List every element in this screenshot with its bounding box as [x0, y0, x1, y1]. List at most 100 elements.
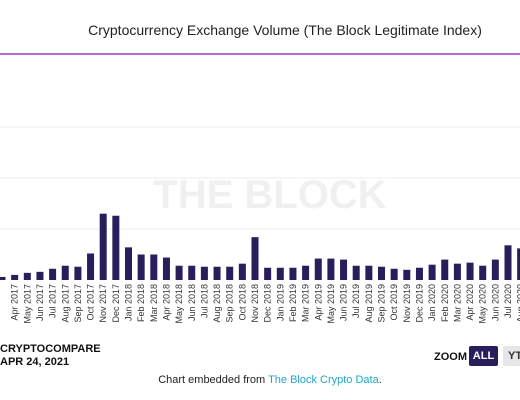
- bar-oct-2018: [238, 263, 246, 280]
- embed-suffix: .: [378, 374, 382, 386]
- x-tick-label: Nov 2018: [250, 284, 260, 323]
- x-tick-label: Jun 2017: [35, 284, 45, 321]
- bar-jan-2020: [428, 264, 436, 280]
- source-block: CRYPTOCOMPARE APR 24, 2021: [0, 343, 101, 369]
- bar-feb-2019: [289, 267, 297, 280]
- bar-jan-2019: [276, 267, 284, 280]
- x-tick-label: Jul 2019: [351, 284, 361, 318]
- zoom-label: ZOOM: [434, 351, 467, 363]
- x-tick-label: Oct 2017: [86, 284, 96, 321]
- source-date: APR 24, 2021: [0, 356, 70, 368]
- title-divider: [0, 53, 520, 55]
- x-tick-label: Aug 2020: [516, 284, 520, 323]
- bar-jul-2020: [504, 245, 512, 280]
- x-tick-label: Nov 2017: [98, 284, 108, 323]
- bar-jul-2018: [200, 266, 208, 280]
- x-tick-label: Nov 2019: [402, 284, 412, 323]
- x-tick-label: Dec 2018: [263, 284, 273, 323]
- watermark: THE BLOCK: [153, 173, 386, 217]
- x-tick-label: Apr 2020: [465, 284, 475, 321]
- bar-may-2018: [175, 265, 183, 280]
- x-tick-label: Sep 2018: [225, 284, 235, 323]
- x-tick-label: Aug 2019: [364, 284, 374, 323]
- x-tick-label: Feb 2018: [136, 284, 146, 322]
- bar-aug-2020: [517, 248, 520, 280]
- bar-may-2017: [23, 272, 31, 280]
- bar-jun-2020: [491, 259, 499, 280]
- bar-jun-2019: [340, 259, 348, 280]
- bar-dec-2017: [112, 215, 120, 280]
- bar-dec-2018: [264, 267, 272, 280]
- x-tick-label: Dec 2019: [414, 284, 424, 323]
- x-tick-label: Apr 2019: [313, 284, 323, 321]
- x-tick-label: May 2018: [174, 284, 184, 324]
- bar-jun-2018: [188, 265, 196, 280]
- x-tick-label: Mar 2018: [149, 284, 159, 322]
- x-tick-label: Feb 2020: [440, 284, 450, 322]
- x-tick-label: Sep 2017: [73, 284, 83, 323]
- bar-apr-2019: [314, 258, 322, 280]
- x-axis-ticks: Apr 2017 May 2017 Jun 2017 Jul 2017 Aug 2017…: [10, 284, 520, 324]
- embed-prefix: Chart embedded from: [158, 374, 269, 386]
- x-tick-label: Jan 2020: [427, 284, 437, 321]
- source-name: CRYPTOCOMPARE: [0, 343, 101, 355]
- x-tick-label: Jan 2018: [124, 284, 134, 321]
- x-tick-label: Jan 2019: [275, 284, 285, 321]
- x-tick-label: Aug 2017: [60, 284, 70, 323]
- bar-chart: THE BLOCK Apr 2017 May 2017 Jun 2017 Jul 20…: [0, 126, 520, 324]
- bar-nov-2018: [251, 237, 259, 280]
- bar-sep-2019: [378, 266, 385, 280]
- bar-feb-2018: [137, 254, 145, 280]
- embed-note: Chart embedded from The Block Crypto Dat…: [0, 374, 520, 386]
- bar-apr-2017: [11, 274, 19, 280]
- x-tick-label: Jun 2018: [187, 284, 197, 321]
- x-tick-label: Sep 2019: [377, 284, 387, 323]
- bar-feb-2020: [441, 259, 449, 280]
- x-tick-label: Jun 2019: [339, 284, 349, 321]
- chart-title: Cryptocurrency Exchange Volume (The Bloc…: [88, 22, 482, 38]
- x-tick-label: May 2017: [22, 284, 32, 324]
- x-tick-label: Apr 2018: [161, 284, 171, 321]
- bar-mar-2019: [302, 265, 310, 280]
- x-tick-label: Jul 2017: [48, 284, 58, 318]
- bar-aug-2018: [213, 266, 221, 280]
- bar-series: [0, 213, 520, 280]
- x-tick-label: May 2019: [326, 284, 336, 324]
- x-tick-label: Aug 2018: [212, 284, 222, 323]
- x-tick-label: Mar 2020: [452, 284, 462, 322]
- x-tick-label: Oct 2018: [237, 284, 247, 321]
- bar-dec-2019: [415, 267, 423, 280]
- bar-mar-2018: [150, 254, 158, 280]
- x-tick-label: Apr 2017: [10, 284, 20, 321]
- x-tick-label: May 2020: [478, 284, 488, 324]
- x-tick-label: Feb 2019: [288, 284, 298, 322]
- x-tick-label: Dec 2017: [111, 284, 121, 323]
- bar-aug-2017: [61, 265, 69, 280]
- bar-sep-2017: [74, 266, 82, 280]
- bar-apr-2020: [466, 262, 474, 280]
- bar-mar-2017: [0, 276, 6, 280]
- bar-jan-2018: [125, 247, 132, 280]
- bar-nov-2017: [99, 213, 107, 280]
- x-tick-label: Mar 2019: [301, 284, 311, 322]
- x-tick-label: Jul 2018: [199, 284, 209, 318]
- x-tick-label: Oct 2019: [389, 284, 399, 321]
- bar-oct-2017: [87, 253, 95, 280]
- bar-mar-2020: [453, 263, 461, 280]
- bar-aug-2019: [365, 265, 373, 280]
- x-tick-label: Jul 2020: [503, 284, 513, 318]
- bar-jun-2017: [36, 271, 44, 280]
- bar-jul-2019: [352, 265, 360, 280]
- bar-jul-2017: [49, 268, 57, 280]
- gridlines: [0, 126, 520, 230]
- bar-may-2020: [479, 265, 487, 280]
- embed-link[interactable]: The Block Crypto Data: [268, 374, 379, 386]
- x-tick-label: Jun 2020: [490, 284, 500, 321]
- bar-may-2019: [327, 258, 335, 280]
- zoom-all-button[interactable]: ALL: [469, 346, 498, 366]
- bar-apr-2018: [162, 257, 170, 280]
- bar-nov-2019: [403, 269, 411, 280]
- zoom-ytd-button[interactable]: YT: [503, 346, 520, 366]
- bar-oct-2019: [390, 268, 398, 280]
- bar-sep-2018: [226, 266, 234, 280]
